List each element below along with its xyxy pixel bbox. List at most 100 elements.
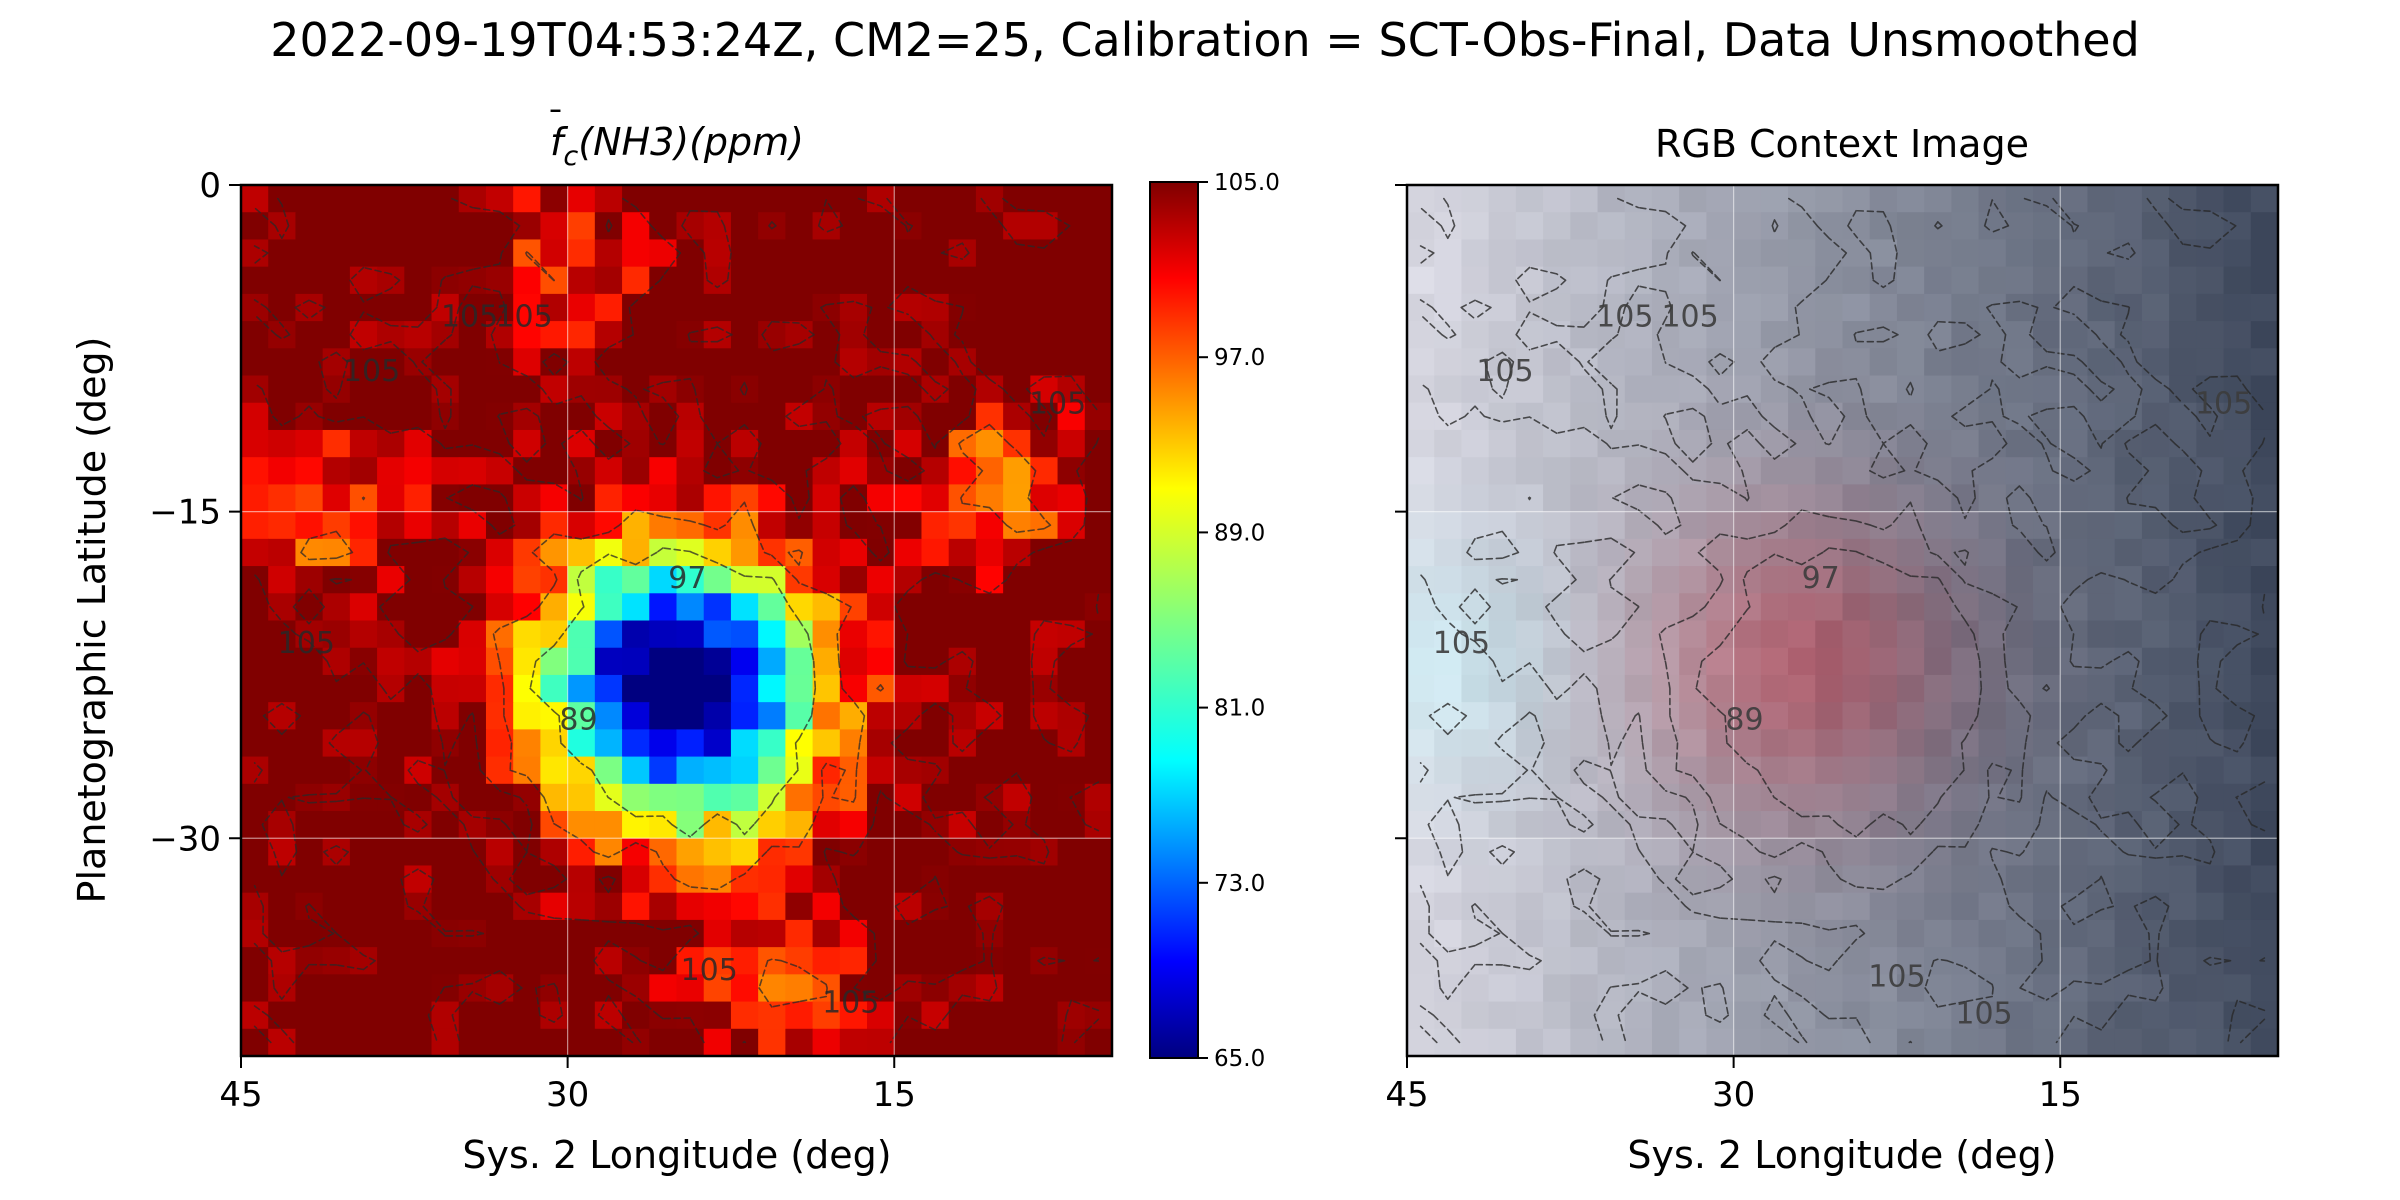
rgb-cell — [1896, 919, 1925, 948]
rgb-cell — [1543, 756, 1571, 785]
rgb-cell — [2250, 185, 2279, 213]
heatmap-cell — [1084, 566, 1113, 594]
rgb-cell — [1488, 702, 1517, 730]
heatmap-cell — [513, 811, 542, 839]
heatmap-cell — [295, 212, 324, 241]
heatmap-cell — [839, 647, 868, 676]
heatmap-cell — [295, 239, 324, 268]
heatmap-cell — [322, 974, 351, 1003]
heatmap-cell — [758, 892, 786, 921]
rgb-cell — [1978, 484, 2007, 513]
heatmap-cell — [703, 538, 732, 567]
heatmap-cell — [785, 511, 814, 540]
heatmap-cell — [839, 620, 868, 649]
rgb-cell — [1869, 647, 1898, 676]
rgb-cell — [1842, 429, 1871, 458]
heatmap-cell — [567, 212, 596, 241]
heatmap-cell — [1030, 239, 1059, 268]
rgb-cell — [1733, 484, 1762, 513]
heatmap-cell — [349, 593, 378, 622]
rgb-cell — [1896, 729, 1925, 758]
rgb-cell — [2087, 402, 2116, 431]
heatmap-cell — [404, 838, 433, 867]
rgb-cell — [1978, 756, 2007, 785]
heatmap-cell — [975, 185, 1004, 213]
rgb-cell — [1896, 484, 1925, 513]
rgb-cell — [1543, 729, 1571, 758]
contour-label: 89 — [1725, 702, 1763, 737]
heatmap-cell — [485, 756, 514, 785]
heatmap-cell — [540, 865, 569, 894]
heatmap-cell — [649, 974, 678, 1003]
rgb-cell — [1842, 702, 1871, 730]
rgb-cell — [2005, 375, 2034, 404]
rgb-cell — [1679, 811, 1708, 839]
heatmap-cell — [785, 566, 814, 594]
rgb-cell — [2087, 947, 2116, 975]
heatmap-cell — [458, 185, 487, 213]
heatmap-cell — [349, 756, 378, 785]
rgb-cell — [2250, 484, 2279, 513]
rgb-cell — [1978, 321, 2007, 349]
rgb-cell — [1570, 266, 1599, 295]
rgb-cell — [1543, 702, 1571, 730]
rgb-cell — [1597, 838, 1626, 867]
rgb-cell — [1978, 892, 2007, 921]
rgb-cell — [2087, 212, 2116, 241]
heatmap-cell — [785, 1001, 814, 1030]
heatmap-cell — [404, 185, 433, 213]
rgb-cell — [2033, 620, 2061, 649]
heatmap-cell — [676, 729, 705, 758]
rgb-cell — [1543, 811, 1571, 839]
rgb-cell — [2060, 484, 2089, 513]
rgb-cell — [1978, 1028, 2007, 1057]
rgb-cell — [2250, 1001, 2279, 1030]
rgb-cell — [1543, 348, 1571, 377]
rgb-cell — [1434, 1001, 1463, 1030]
heatmap-cell — [540, 919, 569, 948]
heatmap-cell — [867, 647, 895, 676]
heatmap-cell — [268, 811, 297, 839]
heatmap-cell — [404, 974, 433, 1003]
heatmap-cell — [485, 457, 514, 486]
rgb-cell — [1679, 865, 1708, 894]
heatmap-cell — [540, 647, 569, 676]
rgb-cell — [1760, 212, 1789, 241]
heatmap-cell — [1030, 566, 1059, 594]
heatmap-cell — [730, 348, 759, 377]
heatmap-cell — [241, 838, 269, 867]
rgb-cell — [1706, 1001, 1735, 1030]
rgb-cell — [2250, 402, 2279, 431]
heatmap-cell — [921, 511, 950, 540]
heatmap-cell — [377, 974, 405, 1003]
rgb-cell — [1869, 321, 1898, 349]
rgb-cell — [1407, 947, 1435, 975]
heatmap-cell — [1084, 538, 1113, 567]
rgb-cell — [1788, 865, 1816, 894]
rgb-cell — [2169, 647, 2197, 676]
heatmap-cell — [540, 239, 569, 268]
heatmap-cell — [513, 538, 542, 567]
rgb-cell — [1488, 838, 1517, 867]
rgb-cell — [1788, 239, 1816, 268]
heatmap-cell — [458, 402, 487, 431]
rgb-cell — [2033, 947, 2061, 975]
rgb-cell — [1461, 484, 1490, 513]
heatmap-cell — [894, 293, 923, 322]
rgb-cell — [1515, 647, 1544, 676]
rgb-cell — [1461, 919, 1490, 948]
heatmap-cell — [540, 974, 569, 1003]
rgb-cell — [1788, 185, 1816, 213]
heatmap-cell — [894, 566, 923, 594]
heatmap-cell — [703, 402, 732, 431]
rgb-cell — [2196, 484, 2225, 513]
heatmap-cell — [1003, 321, 1031, 349]
ammonia-y-ticks: 0−15−30 — [149, 166, 241, 859]
rgb-cell — [1978, 266, 2007, 295]
rgb-cell — [1978, 702, 2007, 730]
heatmap-cell — [349, 429, 378, 458]
rgb-cell — [2169, 838, 2197, 867]
rgb-cell — [2196, 729, 2225, 758]
heatmap-cell — [513, 947, 542, 975]
rgb-cell — [1760, 702, 1789, 730]
